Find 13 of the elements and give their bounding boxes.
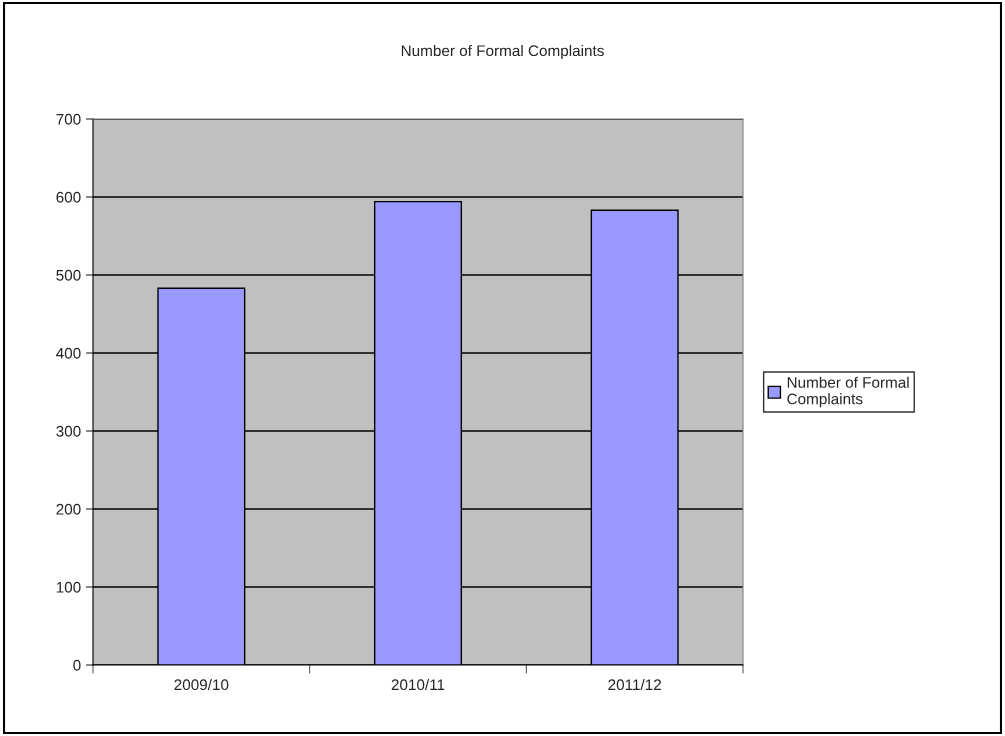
y-tick-label: 100 <box>56 581 81 593</box>
y-tick-label: 700 <box>56 113 81 125</box>
chart-title: Number of Formal Complaints <box>401 44 604 60</box>
y-tick-label: 600 <box>56 191 81 203</box>
y-tick-label: 400 <box>56 347 81 359</box>
y-tick-label: 0 <box>73 659 81 671</box>
y-tick-label: 300 <box>56 425 81 437</box>
legend-label: Number of Formal Complaints <box>787 376 909 408</box>
x-tick-label: 2009/10 <box>174 678 229 691</box>
y-tick-label: 500 <box>56 269 81 281</box>
x-tick-label: 2010/11 <box>391 678 445 691</box>
y-tick-label: 200 <box>56 503 81 515</box>
x-tick-label: 2011/12 <box>608 678 661 691</box>
